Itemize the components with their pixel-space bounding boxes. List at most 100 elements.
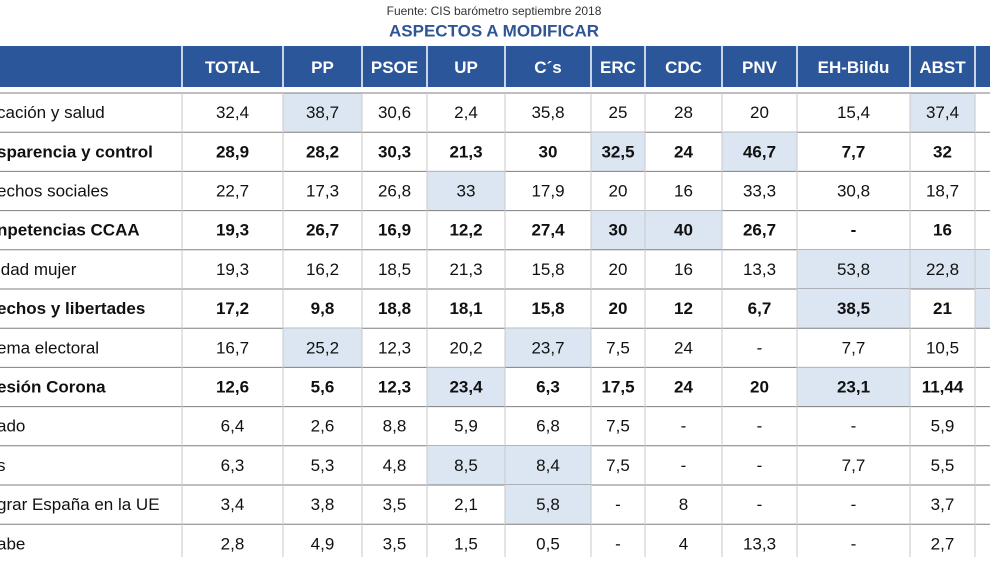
cell-value: -	[851, 534, 857, 553]
cell-highlight	[505, 328, 591, 368]
cell-value: -	[757, 456, 763, 475]
cell-value: 7,5	[606, 417, 630, 436]
cell-value: 28,9	[216, 142, 249, 161]
cell-highlight	[975, 249, 990, 289]
cell-value: 24	[674, 377, 693, 396]
cell-value: 28,2	[306, 142, 339, 161]
cell-value: 7,5	[606, 338, 630, 357]
cell-highlight	[427, 445, 505, 485]
cell-value: 30	[609, 221, 628, 240]
cell-highlight	[283, 328, 362, 368]
cell-value: 12,2	[449, 221, 482, 240]
column-header: PP	[311, 58, 334, 77]
cell-highlight	[427, 171, 505, 211]
cell-value: 2,6	[311, 417, 335, 436]
cell-value: 2,7	[931, 534, 955, 553]
cell-value: 23,7	[531, 338, 564, 357]
cell-value: 30,8	[837, 181, 870, 200]
cell-value: 7,7	[842, 338, 866, 357]
row-label: ado	[0, 417, 25, 436]
cell-value: 25	[609, 103, 628, 122]
column-header: PSOE	[371, 58, 418, 77]
cell-value: 15,8	[531, 260, 564, 279]
cell-value: 16	[933, 221, 952, 240]
cell-value: 16,9	[378, 221, 411, 240]
cell-value: 4,8	[383, 456, 407, 475]
cell-value: 17,9	[531, 181, 564, 200]
cell-value: 38,5	[837, 299, 870, 318]
cell-value: 17,5	[601, 377, 634, 396]
cell-value: 3,5	[383, 534, 407, 553]
cell-value: 1,5	[454, 534, 478, 553]
cell-value: 19,3	[216, 260, 249, 279]
cell-value: 2,1	[454, 495, 478, 514]
cell-value: 5,8	[536, 495, 560, 514]
cell-value: 22,8	[926, 260, 959, 279]
column-header: CDC	[665, 58, 702, 77]
cell-highlight	[591, 210, 645, 250]
cell-value: 46,7	[743, 142, 776, 161]
cell-value: 21,3	[449, 260, 482, 279]
cell-value: 30	[539, 142, 558, 161]
cell-value: 12	[674, 299, 693, 318]
row-label: sparencia y control	[0, 142, 153, 161]
cell-value: 6,7	[748, 299, 772, 318]
column-header: PNV	[742, 58, 778, 77]
row-label: echos sociales	[0, 181, 109, 200]
cell-value: 23,1	[837, 377, 870, 396]
cell-value: -	[681, 456, 687, 475]
cell-value: 16	[674, 260, 693, 279]
cell-value: 23,4	[449, 377, 483, 396]
cell-value: 15,8	[531, 299, 564, 318]
cell-value: 27,4	[531, 221, 565, 240]
cell-value: 10,5	[926, 338, 959, 357]
cell-value: 30,6	[378, 103, 411, 122]
cell-value: 20,2	[449, 338, 482, 357]
cell-value: 7,7	[842, 456, 866, 475]
cell-value: 15,4	[837, 103, 870, 122]
cell-value: -	[757, 338, 763, 357]
cell-highlight	[797, 367, 910, 407]
row-label: esión Corona	[0, 377, 106, 396]
cell-value: 2,8	[221, 534, 245, 553]
cell-value: 33	[457, 181, 476, 200]
cell-value: 17,2	[216, 299, 249, 318]
cell-highlight	[797, 249, 910, 289]
row-label: ldad mujer	[0, 260, 77, 279]
cell-value: 20	[609, 299, 628, 318]
column-header: TOTAL	[205, 58, 260, 77]
cell-value: 8,4	[536, 456, 560, 475]
cell-value: 11,44	[922, 377, 964, 396]
cell-value: 38,7	[306, 103, 339, 122]
cell-highlight	[591, 132, 645, 172]
cell-value: 16,2	[306, 260, 339, 279]
cell-value: 18,7	[926, 181, 959, 200]
cell-highlight	[910, 93, 975, 133]
cell-highlight	[283, 93, 362, 133]
cell-value: 12,3	[378, 338, 411, 357]
cell-value: 18,1	[449, 299, 482, 318]
cell-highlight	[427, 367, 505, 407]
cell-value: 26,8	[378, 181, 411, 200]
cell-value: 3,8	[311, 495, 335, 514]
row-label: abe	[0, 534, 25, 553]
cell-value: 2,4	[454, 103, 478, 122]
cell-value: 18,8	[378, 299, 411, 318]
cell-value: -	[757, 417, 763, 436]
cell-value: 5,5	[931, 456, 955, 475]
cell-value: 6,3	[536, 377, 560, 396]
cell-value: 6,8	[536, 417, 560, 436]
cell-value: 28	[674, 103, 693, 122]
column-header: ABST	[919, 58, 966, 77]
cell-value: 12,3	[378, 377, 411, 396]
column-header: C´s	[534, 58, 561, 77]
header-row	[0, 46, 990, 87]
row-label: cación y salud	[0, 103, 105, 122]
cell-value: -	[851, 495, 857, 514]
cell-value: 3,4	[221, 495, 245, 514]
cell-value: 24	[674, 338, 693, 357]
cell-value: 4	[679, 534, 688, 553]
cell-value: 25,2	[306, 338, 339, 357]
row-label: grar España en la UE	[0, 495, 160, 514]
